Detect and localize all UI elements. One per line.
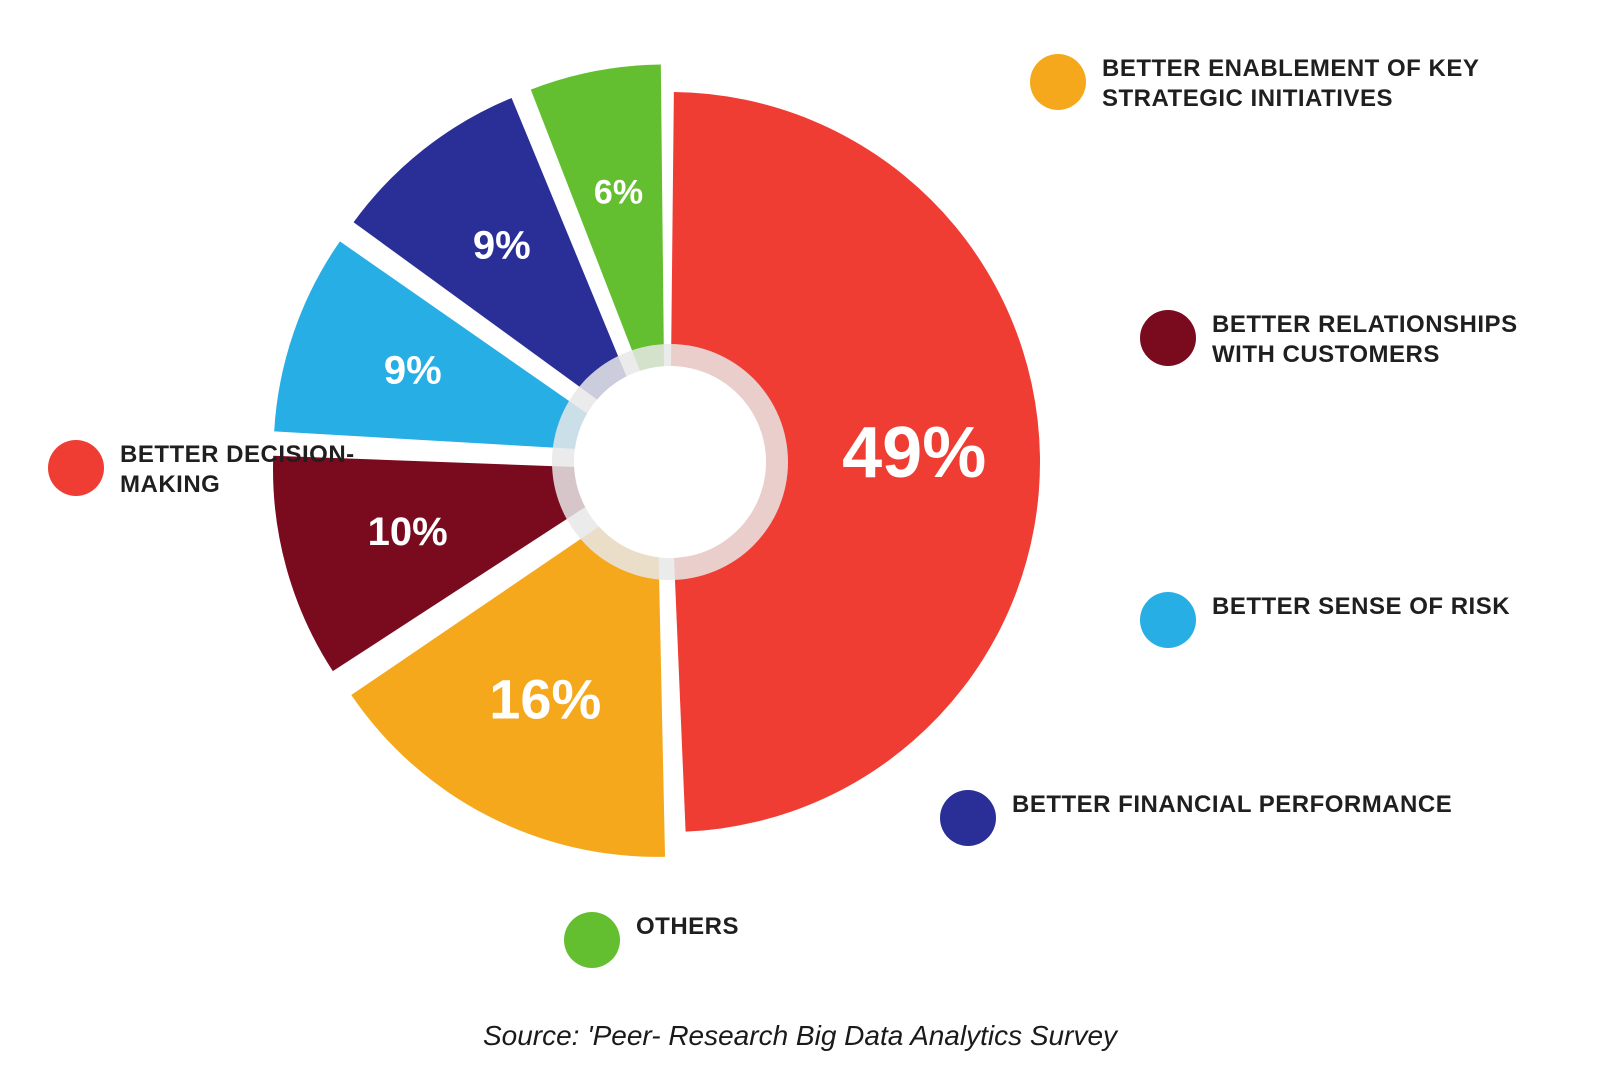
legend-dot-icon <box>940 790 996 846</box>
source-citation: Source: 'Peer- Research Big Data Analyti… <box>0 1020 1600 1052</box>
legend-label: OTHERS <box>636 912 739 942</box>
legend-item: BETTER ENABLEMENT OF KEY STRATEGIC INITI… <box>1030 54 1479 114</box>
slice-percent-label: 9% <box>384 349 442 393</box>
slice-percent-label: 9% <box>473 224 531 268</box>
legend-dot-icon <box>1140 592 1196 648</box>
legend-label: BETTER RELATIONSHIPS WITH CUSTOMERS <box>1212 310 1518 370</box>
slice-percent-label: 6% <box>594 174 643 212</box>
legend-label: BETTER SENSE OF RISK <box>1212 592 1510 622</box>
slice-percent-label: 10% <box>368 510 448 554</box>
legend-item: BETTER RELATIONSHIPS WITH CUSTOMERS <box>1140 310 1518 370</box>
legend-label: BETTER FINANCIAL PERFORMANCE <box>1012 790 1452 820</box>
slice-percent-label: 49% <box>842 413 986 493</box>
slice-percent-label: 16% <box>489 668 601 731</box>
legend-item: OTHERS <box>564 912 739 968</box>
legend-item: BETTER FINANCIAL PERFORMANCE <box>940 790 1452 846</box>
donut-chart-container: 49% 16% 10% 9% 9% 6% BETTER DECISION- MAKING B… <box>0 0 1600 1083</box>
legend-dot-icon <box>1140 310 1196 366</box>
legend-label: BETTER ENABLEMENT OF KEY STRATEGIC INITI… <box>1102 54 1479 114</box>
legend-label: BETTER DECISION- MAKING <box>120 440 355 500</box>
legend-item: BETTER DECISION- MAKING <box>48 440 355 500</box>
legend-item: BETTER SENSE OF RISK <box>1140 592 1510 648</box>
donut-hole <box>574 366 766 558</box>
legend-dot-icon <box>48 440 104 496</box>
legend-dot-icon <box>1030 54 1086 110</box>
donut-chart: 49% 16% 10% 9% 9% 6% <box>0 0 1600 1083</box>
legend-dot-icon <box>564 912 620 968</box>
